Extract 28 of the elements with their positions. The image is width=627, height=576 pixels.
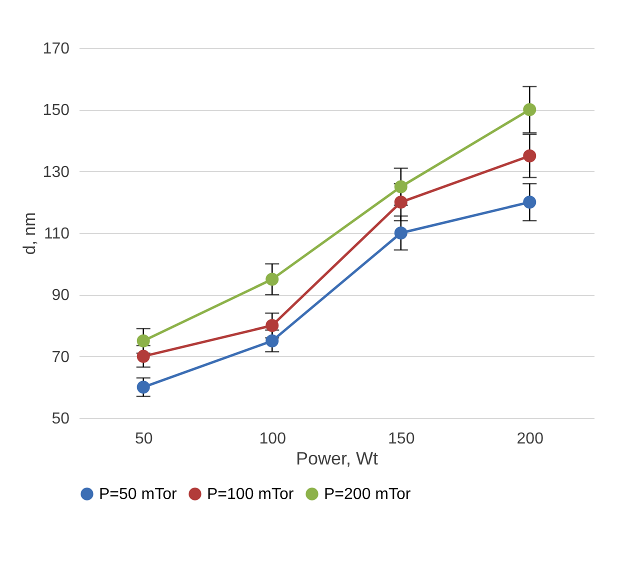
point [394, 180, 408, 194]
point [394, 196, 408, 209]
point [523, 196, 536, 209]
point [266, 272, 279, 286]
point [523, 149, 536, 162]
x-tick-label: 100 [259, 430, 286, 448]
y-tick-label: 70 [52, 348, 70, 366]
y-tick-label: 110 [44, 226, 70, 242]
x-tick-label: 150 [388, 430, 415, 448]
y-tick-label: 170 [42, 40, 70, 58]
point [266, 334, 279, 348]
y-tick-label: 90 [52, 287, 70, 304]
point [136, 350, 150, 363]
y-tick-label: 150 [42, 102, 70, 120]
y-tick-label: 50 [52, 410, 70, 428]
y-tick-label: 130 [42, 164, 70, 181]
point [266, 318, 279, 332]
legend-label: P=50 mTor [99, 486, 178, 503]
point [523, 103, 536, 116]
x-axis-title: Power, Wt [296, 448, 378, 468]
x-tick-label: 200 [516, 430, 544, 448]
x-tick-label: 50 [134, 430, 153, 448]
point [136, 334, 150, 348]
point [394, 226, 408, 240]
point [136, 380, 150, 394]
legend-label: P=200 mTor [324, 486, 412, 503]
y-axis-title: d, nm [20, 212, 39, 255]
legend-label: P=100 mTor [207, 486, 294, 503]
